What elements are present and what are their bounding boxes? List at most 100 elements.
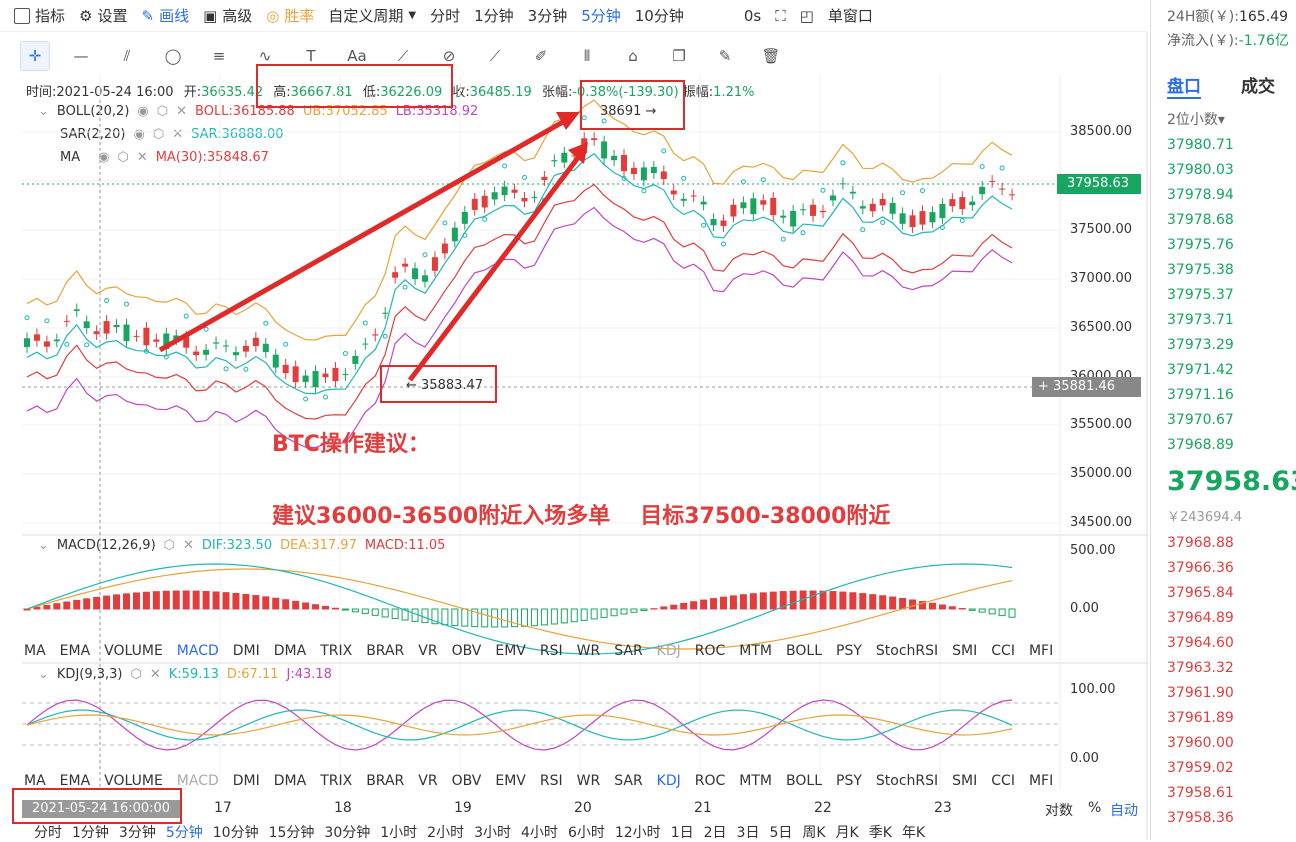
close-icon[interactable]: ✕ [150, 667, 161, 682]
orderbook-row[interactable]: 37960.00 [1167, 735, 1234, 751]
orderbook-row[interactable]: 37975.37 [1167, 287, 1234, 303]
settings-icon[interactable]: ⬡ [131, 667, 142, 682]
chevron-down-icon[interactable]: ⌄ [38, 538, 49, 553]
period-6[interactable]: 30分钟 [324, 822, 370, 842]
indicator-tab-ema[interactable]: EMA [60, 773, 91, 789]
orderbook-row[interactable]: 37973.29 [1167, 337, 1234, 353]
orderbook-row[interactable]: 37959.02 [1167, 760, 1234, 776]
indicator-tab-psy[interactable]: PSY [836, 643, 862, 659]
orderbook-row[interactable]: 37968.89 [1167, 437, 1234, 453]
orderbook-row[interactable]: 37961.90 [1167, 685, 1234, 701]
period-0[interactable]: 分时 [34, 822, 62, 842]
indicator-tab-brar[interactable]: BRAR [366, 643, 404, 659]
orderbook-row[interactable]: 37973.71 [1167, 312, 1234, 328]
orderbook-row[interactable]: 37964.60 [1167, 635, 1234, 651]
indicator-tab-cci[interactable]: CCI [991, 643, 1015, 659]
chevron-down-icon[interactable]: ⌄ [38, 667, 49, 682]
indicator-tab-volume[interactable]: VOLUME [104, 643, 163, 659]
indicator-tab-roc[interactable]: ROC [695, 643, 726, 659]
indicator-tab-mtm[interactable]: MTM [739, 773, 772, 789]
indicator-tab-obv[interactable]: OBV [452, 643, 482, 659]
tab-orderbook[interactable]: 盘口 [1167, 72, 1201, 99]
period-18[interactable]: 月K [836, 822, 859, 842]
orderbook-row[interactable]: 37971.42 [1167, 362, 1234, 378]
orderbook-row[interactable]: 37965.84 [1167, 585, 1234, 601]
indicator-tab-stochrsi[interactable]: StochRSI [876, 643, 938, 659]
indicator-tab-ma[interactable]: MA [24, 773, 46, 789]
period-16[interactable]: 5日 [769, 822, 792, 842]
indicator-tab-ma[interactable]: MA [24, 643, 46, 659]
log-scale-toggle[interactable]: 对数 [1045, 800, 1073, 820]
orderbook-row[interactable]: 37978.68 [1167, 212, 1234, 228]
tab-trades[interactable]: 成交 [1241, 72, 1275, 97]
indicator-tab-macd[interactable]: MACD [177, 643, 219, 659]
indicator-tab-volume[interactable]: VOLUME [104, 773, 163, 789]
orderbook-row[interactable]: 37980.71 [1167, 137, 1234, 153]
indicator-tab-sar[interactable]: SAR [614, 643, 642, 659]
close-icon[interactable]: ✕ [183, 538, 194, 553]
period-11[interactable]: 6小时 [568, 822, 605, 842]
indicator-tab-rsi[interactable]: RSI [540, 643, 563, 659]
indicator-tab-macd[interactable]: MACD [177, 773, 219, 789]
period-15[interactable]: 3日 [737, 822, 760, 842]
indicator-tab-psy[interactable]: PSY [836, 773, 862, 789]
orderbook-row[interactable]: 37975.38 [1167, 262, 1234, 278]
auto-toggle[interactable]: 自动 [1110, 800, 1138, 820]
indicator-tab-cci[interactable]: CCI [991, 773, 1015, 789]
orderbook-row[interactable]: 37966.36 [1167, 560, 1234, 576]
orderbook-row[interactable]: 37980.03 [1167, 162, 1234, 178]
indicator-tab-brar[interactable]: BRAR [366, 773, 404, 789]
orderbook-row[interactable]: 37971.16 [1167, 387, 1234, 403]
indicator-tab-mtm[interactable]: MTM [739, 643, 772, 659]
indicator-tab-trix[interactable]: TRIX [320, 773, 352, 789]
indicator-tab-vr[interactable]: VR [418, 643, 437, 659]
indicator-tab-dmi[interactable]: DMI [233, 773, 260, 789]
indicator-tab-obv[interactable]: OBV [452, 773, 482, 789]
orderbook-row[interactable]: 37963.32 [1167, 660, 1234, 676]
percent-toggle[interactable]: % [1088, 800, 1101, 816]
period-4[interactable]: 10分钟 [213, 822, 259, 842]
indicator-tab-mfi[interactable]: MFI [1029, 773, 1053, 789]
orderbook-row[interactable]: 37978.94 [1167, 187, 1234, 203]
period-8[interactable]: 2小时 [427, 822, 464, 842]
period-5[interactable]: 15分钟 [269, 822, 315, 842]
indicator-tab-kdj[interactable]: KDJ [657, 773, 681, 789]
orderbook-row[interactable]: 37964.89 [1167, 610, 1234, 626]
orderbook-row[interactable]: 37958.61 [1167, 785, 1234, 801]
period-7[interactable]: 1小时 [380, 822, 417, 842]
indicator-tab-rsi[interactable]: RSI [540, 773, 563, 789]
period-19[interactable]: 季K [869, 822, 892, 842]
indicator-tab-wr[interactable]: WR [577, 773, 601, 789]
period-1[interactable]: 1分钟 [72, 822, 109, 842]
indicator-tab-ema[interactable]: EMA [60, 643, 91, 659]
indicator-tab-dma[interactable]: DMA [274, 773, 306, 789]
decimals-dropdown[interactable]: 2位小数▾ [1167, 109, 1225, 129]
indicator-tab-emv[interactable]: EMV [495, 773, 526, 789]
indicator-tab-smi[interactable]: SMI [952, 643, 977, 659]
orderbook-row[interactable]: 37975.76 [1167, 237, 1234, 253]
indicator-tab-wr[interactable]: WR [577, 643, 601, 659]
kline-chart[interactable] [0, 0, 1148, 840]
indicator-tab-stochrsi[interactable]: StochRSI [876, 773, 938, 789]
indicator-tab-boll[interactable]: BOLL [786, 643, 822, 659]
period-17[interactable]: 周K [802, 822, 825, 842]
indicator-tab-vr[interactable]: VR [418, 773, 437, 789]
indicator-tab-kdj[interactable]: KDJ [657, 643, 681, 659]
orderbook-row[interactable]: 37968.88 [1167, 535, 1234, 551]
indicator-tab-emv[interactable]: EMV [495, 643, 526, 659]
indicator-tab-sar[interactable]: SAR [614, 773, 642, 789]
period-9[interactable]: 3小时 [474, 822, 511, 842]
indicator-tab-boll[interactable]: BOLL [786, 773, 822, 789]
orderbook-row[interactable]: 37958.36 [1167, 810, 1234, 826]
period-3[interactable]: 5分钟 [166, 822, 203, 842]
indicator-tab-roc[interactable]: ROC [695, 773, 726, 789]
indicator-tab-trix[interactable]: TRIX [320, 643, 352, 659]
period-2[interactable]: 3分钟 [119, 822, 156, 842]
indicator-tab-smi[interactable]: SMI [952, 773, 977, 789]
period-12[interactable]: 12小时 [615, 822, 661, 842]
indicator-tab-dma[interactable]: DMA [274, 643, 306, 659]
indicator-tab-mfi[interactable]: MFI [1029, 643, 1053, 659]
settings-icon[interactable]: ⬡ [164, 538, 175, 553]
orderbook-row[interactable]: 37961.89 [1167, 710, 1234, 726]
period-14[interactable]: 2日 [704, 822, 727, 842]
